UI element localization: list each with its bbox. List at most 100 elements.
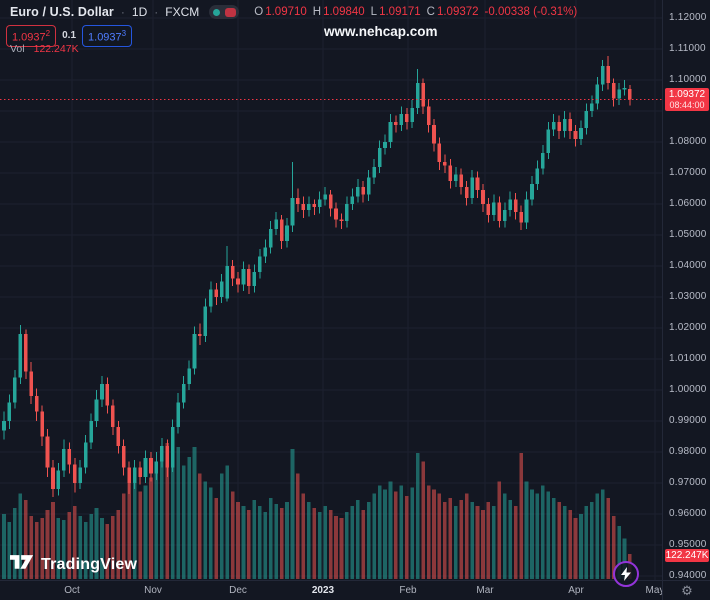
price-tick: 0.94000 (669, 570, 707, 581)
time-tick: Dec (229, 585, 247, 596)
volume-bar (497, 481, 502, 579)
volume-bar (366, 501, 371, 579)
candle-body (415, 83, 420, 108)
volume-bar (219, 473, 224, 579)
watermark: www.nehcap.com (324, 24, 438, 39)
last-price-badge: 1.09372 08:44:00 (665, 88, 709, 112)
volume-bar (154, 465, 159, 579)
flash-button[interactable] (613, 561, 639, 587)
candle-body (404, 114, 409, 122)
volume-bar (13, 507, 17, 579)
candle-body (165, 445, 170, 468)
volume-bar (481, 509, 485, 579)
candle-body (519, 211, 523, 223)
volume-bar (377, 485, 382, 579)
candle-body (7, 402, 12, 421)
gear-icon[interactable]: ⚙ (681, 583, 693, 599)
candle-body (94, 399, 99, 421)
candle-body (448, 165, 453, 181)
candle-body (56, 470, 61, 490)
candle-body (154, 461, 159, 474)
candle-body (339, 219, 344, 222)
volume-bar (268, 497, 273, 579)
candle-body (584, 111, 589, 129)
volume-bar (617, 526, 621, 579)
volume-bar (551, 497, 556, 579)
price-tick: 1.03000 (669, 291, 707, 302)
candle-body (317, 199, 322, 208)
volume-bar (611, 516, 616, 579)
candle-body (453, 174, 458, 181)
candle-body (121, 445, 126, 468)
volume-bar (105, 524, 110, 579)
volume-bar (432, 489, 436, 579)
volume-bar (279, 507, 284, 579)
volume-bar (470, 501, 474, 579)
volume-bar (492, 505, 496, 579)
volume-bar (372, 493, 376, 579)
volume-bar (317, 512, 322, 579)
candle-body (361, 186, 366, 195)
time-axis[interactable]: Oct Nov Dec 2023 Feb Mar Apr May (0, 580, 664, 600)
volume-label[interactable]: Vol (10, 43, 25, 55)
volume-bar (345, 512, 349, 579)
volume-bar (334, 516, 338, 579)
price-tick: 0.99000 (669, 415, 707, 426)
ask-price: 1.0937 (88, 31, 122, 44)
ask-price-button[interactable]: 1.09373 (82, 25, 133, 47)
candle-body (62, 448, 66, 471)
candle-body (481, 190, 485, 204)
interval-label[interactable]: 1D (131, 5, 148, 19)
volume-bar (339, 518, 344, 579)
candle-body (192, 334, 197, 369)
volume-bar (350, 505, 355, 579)
volume-bar (258, 505, 262, 579)
volume-bar (328, 509, 333, 579)
candle-body (617, 89, 621, 99)
candle-body (562, 118, 567, 132)
volume-bar (89, 514, 93, 579)
volume-bar (40, 518, 44, 579)
candle-body (328, 194, 333, 209)
volume-bar (170, 440, 175, 579)
volume-bar (62, 520, 66, 579)
exchange-label[interactable]: FXCM (165, 5, 200, 19)
candle-body (600, 66, 605, 85)
volume-bar (606, 497, 610, 579)
candle-body (459, 174, 464, 187)
volume-bar (176, 447, 180, 579)
candle-body (579, 128, 583, 139)
volume-bar (524, 481, 529, 579)
price-tick: 0.96000 (669, 508, 707, 519)
volume-bar (421, 461, 425, 579)
market-status-toggle[interactable] (209, 5, 240, 19)
volume-bar (116, 509, 121, 579)
ohlc-values: O 1.09710 H 1.09840 L 1.09171 C 1.09372 -0.0… (254, 6, 577, 18)
volume-value: 122.247K (33, 43, 79, 55)
volume-bar (78, 516, 83, 579)
candle-body (198, 334, 202, 336)
bid-price-sup: 2 (45, 29, 51, 38)
candle-body (252, 272, 257, 287)
candle-body (307, 204, 311, 211)
candle-body (263, 247, 268, 257)
candle-body (138, 467, 142, 477)
candle-body (541, 152, 545, 169)
volume-bar (399, 485, 404, 579)
candle-body (40, 411, 44, 437)
volume-bar (622, 538, 627, 579)
bid-price-button[interactable]: 1.09372 (6, 25, 57, 47)
price-axis[interactable]: 1.09372 08:44:00 122.247K 1.12000 1.11000… (662, 0, 710, 581)
high-label: H (312, 6, 322, 18)
tradingview-logo[interactable]: TradingView (10, 555, 137, 574)
volume-bar (453, 505, 458, 579)
candle-body (209, 289, 213, 307)
volume-bar (121, 493, 126, 579)
candle-body (530, 183, 534, 200)
symbol-title[interactable]: Euro / U.S. Dollar (10, 5, 114, 19)
candle-body (546, 129, 551, 153)
low-value: 1.09171 (379, 6, 421, 18)
volume-bar (132, 481, 137, 579)
